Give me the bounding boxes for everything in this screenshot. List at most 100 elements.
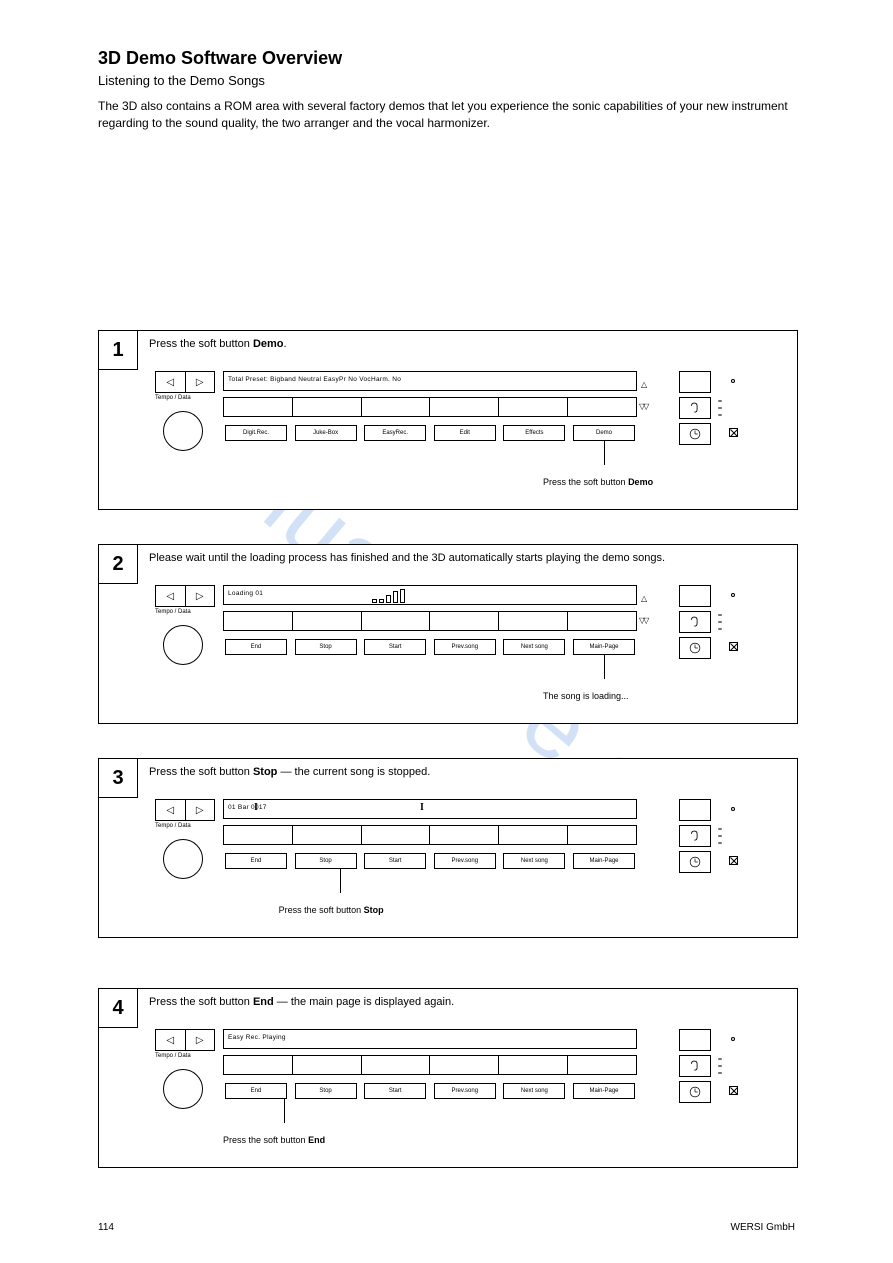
indicator-dot-icon <box>731 807 735 811</box>
nav-right-icon[interactable]: ▷ <box>185 372 215 392</box>
lcd-segment <box>293 398 362 416</box>
soft-button[interactable]: Prev.song <box>434 1083 496 1099</box>
lcd-segment <box>430 1056 499 1074</box>
soft-button[interactable]: Start <box>364 639 426 655</box>
step-caption: The song is loading... <box>543 691 629 701</box>
device-panel: ◁▷ Tempo / Data Easy Rec. Playing End Stop St… <box>155 1025 741 1131</box>
nav-left-icon[interactable]: ◁ <box>156 586 185 606</box>
right-button-blank[interactable] <box>679 799 711 821</box>
lcd-segment <box>293 612 362 630</box>
data-knob[interactable] <box>163 625 203 665</box>
nav-left-icon[interactable]: ◁ <box>156 372 185 392</box>
device-panel: ◁▷Tempo / Data01 Bar 0017IIEndStopStartP… <box>155 795 741 901</box>
right-button-clock[interactable] <box>679 423 711 445</box>
step-box: 1Press the soft button Demo.◁▷Tempo / Da… <box>98 330 798 510</box>
lcd-segment <box>362 612 431 630</box>
device-panel: ◁▷Tempo / DataLoading 01EndStopStartPrev… <box>155 581 741 687</box>
step-number: 2 <box>98 544 138 584</box>
cursor-icon: I <box>420 802 424 813</box>
right-button-clock[interactable] <box>679 1081 711 1103</box>
soft-button[interactable]: Next song <box>503 1083 565 1099</box>
callout-line <box>604 441 605 465</box>
led-indicators <box>717 611 723 633</box>
soft-button[interactable]: Digit.Rec. <box>225 425 287 441</box>
right-button-blank[interactable] <box>679 585 711 607</box>
page-subtitle: Listening to the Demo Songs <box>98 73 798 88</box>
tempo-data-nav[interactable]: ◁▷ <box>155 1029 215 1051</box>
tempo-data-nav[interactable]: ◁▷ <box>155 371 215 393</box>
indicator-dot-icon <box>731 379 735 383</box>
soft-button[interactable]: Stop <box>295 853 357 869</box>
lcd-segment <box>568 826 636 844</box>
right-button-hook[interactable] <box>679 611 711 633</box>
lcd-line-1: Loading 01 <box>223 585 637 605</box>
nav-label: Tempo / Data <box>155 395 191 401</box>
data-knob[interactable] <box>163 1069 203 1109</box>
lcd-segment <box>499 398 568 416</box>
led-indicators <box>717 825 723 847</box>
lcd-line-2 <box>223 1055 637 1075</box>
indicator-dot-icon <box>731 593 735 597</box>
nav-label: Tempo / Data <box>155 1053 191 1059</box>
soft-button[interactable]: Main-Page <box>573 639 635 655</box>
callout-line <box>340 869 341 893</box>
lcd-segment <box>362 1056 431 1074</box>
step-number: 4 <box>98 988 138 1028</box>
triangle-up-icon: △ <box>641 595 647 603</box>
lcd-line-1: Easy Rec. Playing <box>223 1029 637 1049</box>
soft-button[interactable]: Demo <box>573 425 635 441</box>
data-knob[interactable] <box>163 411 203 451</box>
close-x-icon <box>729 642 738 651</box>
right-button-hook[interactable] <box>679 1055 711 1077</box>
lcd-segment <box>568 1056 636 1074</box>
nav-right-icon[interactable]: ▷ <box>185 800 215 820</box>
step-instruction: Press the soft button Demo. <box>149 337 789 351</box>
right-button-clock[interactable] <box>679 851 711 873</box>
soft-button[interactable]: Start <box>364 1083 426 1099</box>
soft-button[interactable]: Stop <box>295 1083 357 1099</box>
soft-button[interactable]: Juke-Box <box>295 425 357 441</box>
tempo-data-nav[interactable]: ◁▷ <box>155 799 215 821</box>
device-panel: ◁▷Tempo / DataTotal Preset: Bigband Neut… <box>155 367 741 473</box>
right-button-blank[interactable] <box>679 1029 711 1051</box>
tempo-data-nav[interactable]: ◁▷ <box>155 585 215 607</box>
lcd-segment <box>499 1056 568 1074</box>
soft-button[interactable]: Start <box>364 853 426 869</box>
right-button-hook[interactable] <box>679 397 711 419</box>
callout-line <box>604 655 605 679</box>
close-x-icon <box>729 428 738 437</box>
lcd-line-2 <box>223 397 637 417</box>
led-indicators <box>717 1055 723 1077</box>
nav-right-icon[interactable]: ▷ <box>185 1030 215 1050</box>
soft-button[interactable]: Next song <box>503 853 565 869</box>
lcd-segment <box>293 826 362 844</box>
soft-button[interactable]: Stop <box>295 639 357 655</box>
soft-button[interactable]: End <box>225 639 287 655</box>
soft-button[interactable]: Next song <box>503 639 565 655</box>
nav-left-icon[interactable]: ◁ <box>156 800 185 820</box>
right-button-blank[interactable] <box>679 371 711 393</box>
lcd-line-1-text: 01 Bar 0017 <box>228 804 267 811</box>
step-caption: Press the soft button Demo <box>543 477 653 487</box>
footer-company: WERSI GmbH <box>731 1222 795 1233</box>
lcd-segment <box>224 1056 293 1074</box>
lcd-segment <box>224 398 293 416</box>
soft-button[interactable]: Main-Page <box>573 1083 635 1099</box>
lcd-segment <box>362 826 431 844</box>
soft-button[interactable]: End <box>225 1083 287 1099</box>
nav-right-icon[interactable]: ▷ <box>185 586 215 606</box>
soft-button[interactable]: End <box>225 853 287 869</box>
page: manualshive.com 3D Demo Software Overvie… <box>0 0 893 1263</box>
soft-button[interactable]: Prev.song <box>434 639 496 655</box>
soft-button[interactable]: Edit <box>434 425 496 441</box>
right-button-clock[interactable] <box>679 637 711 659</box>
nav-left-icon[interactable]: ◁ <box>156 1030 185 1050</box>
soft-button[interactable]: Main-Page <box>573 853 635 869</box>
right-button-hook[interactable] <box>679 825 711 847</box>
soft-button[interactable]: Effects <box>503 425 565 441</box>
triangle-up-icon: △ <box>641 381 647 389</box>
triangle-down-icon: ▽▽ <box>639 403 647 411</box>
data-knob[interactable] <box>163 839 203 879</box>
soft-button[interactable]: EasyRec. <box>364 425 426 441</box>
soft-button[interactable]: Prev.song <box>434 853 496 869</box>
